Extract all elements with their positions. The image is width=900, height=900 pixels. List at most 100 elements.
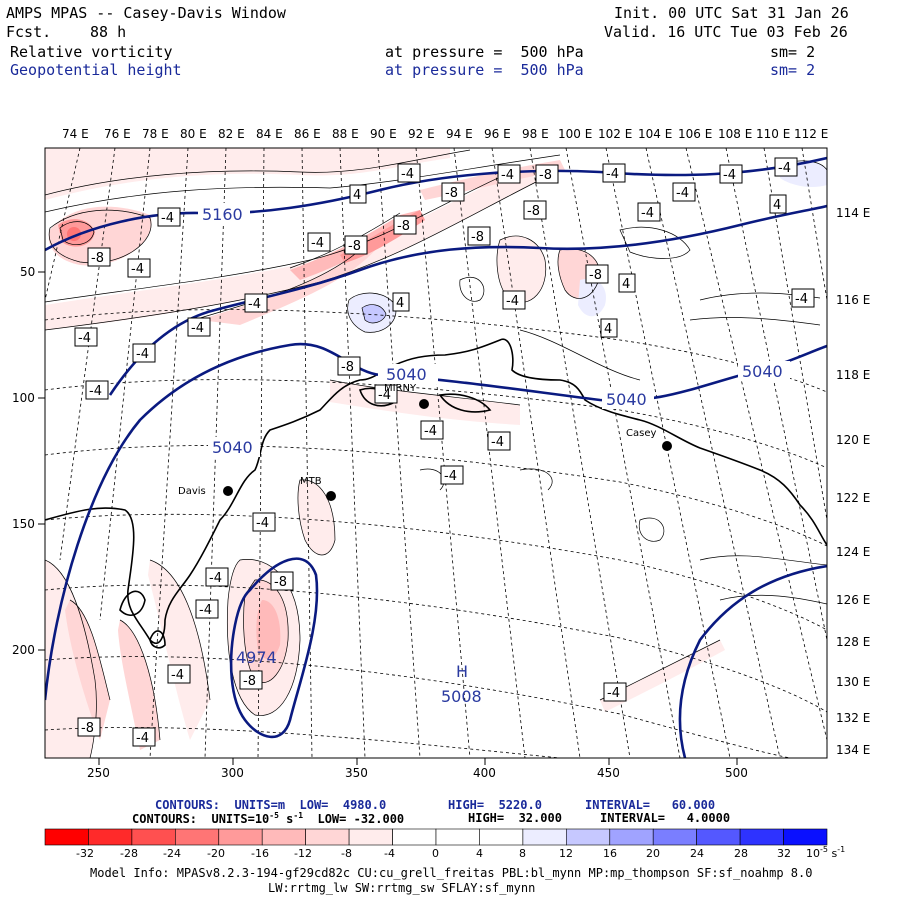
vort-label: -8 [585, 264, 609, 284]
lon-label-top: 100 E [558, 127, 592, 141]
x-tick-label: 350 [345, 766, 368, 780]
svg-text:4: 4 [622, 277, 630, 292]
colorbar-swatch [652, 828, 697, 846]
svg-text:-4: -4 [248, 297, 261, 312]
svg-text:-4: -4 [795, 292, 808, 307]
field2-smoothing: sm= 2 [770, 61, 816, 79]
svg-text:-4: -4 [778, 161, 791, 176]
svg-text:-4: -4 [191, 321, 204, 336]
height-label: 5040 [606, 390, 647, 409]
svg-text:4: 4 [396, 296, 404, 311]
vort-label: -4 [440, 465, 464, 485]
vort-label: -4 [85, 380, 109, 400]
model-info-line2: LW:rrtmg_lw SW:rrtmg_sw SFLAY:sf_mynn [268, 881, 536, 895]
high-marker: H [456, 662, 468, 681]
svg-text:-4: -4 [676, 186, 689, 201]
field1-smoothing: sm= 2 [770, 43, 816, 61]
vort-label: -4 [774, 157, 798, 177]
vort-label: -4 [791, 288, 815, 308]
colorbar-swatch [392, 828, 437, 846]
lon-label-top: 106 E [678, 127, 712, 141]
svg-text:-8: -8 [589, 268, 602, 283]
lon-label-right: 114 E [836, 206, 870, 220]
vort-label: -8 [344, 235, 368, 255]
lon-label-top: 76 E [104, 127, 131, 141]
vort-label: -8 [535, 164, 559, 184]
vort-label: -4 [603, 682, 627, 702]
svg-text:-8: -8 [527, 204, 540, 219]
lon-label-top: 98 E [522, 127, 549, 141]
station-mtb-marker [326, 491, 336, 501]
colorbar-swatch [175, 828, 220, 846]
field2-pressure: at pressure = 500 hPa [385, 61, 584, 79]
vort-label: -4 [195, 599, 219, 619]
graticule [45, 148, 827, 758]
svg-text:-4: -4 [311, 236, 324, 251]
colorbar-label: -20 [207, 847, 225, 860]
lon-label-top: 82 E [218, 127, 245, 141]
station-davis-marker [223, 486, 233, 496]
colorbar-swatch [739, 828, 784, 846]
vort-label: -4 [602, 163, 626, 183]
svg-text:-4: -4 [256, 516, 269, 531]
lon-label-right: 118 E [836, 368, 870, 382]
vort-label: -8 [87, 247, 111, 267]
svg-text:-8: -8 [397, 219, 410, 234]
field1-name: Relative vorticity [10, 43, 173, 61]
svg-text:4: 4 [353, 188, 361, 203]
vort-label: -8 [393, 215, 417, 235]
lon-label-top: 92 E [408, 127, 435, 141]
svg-text:-4: -4 [209, 571, 222, 586]
height-interval: INTERVAL= 60.000 [585, 798, 716, 812]
lon-label-right: 120 E [836, 433, 870, 447]
svg-text:-8: -8 [274, 575, 287, 590]
svg-text:-4: -4 [491, 435, 504, 450]
lon-label-top: 86 E [294, 127, 321, 141]
vort-label: -4 [397, 163, 421, 183]
model-info-line1: Model Info: MPASv8.2.3-194-gf29cd82c CU:… [90, 866, 813, 880]
colorbar-label: -32 [76, 847, 94, 860]
height-labels: 5160 5040 5040 5040 5040 4974 H 5008 [198, 203, 790, 706]
height-high: HIGH= 5220.0 [448, 798, 542, 812]
vort-label: -4 [307, 232, 331, 252]
vort-label: -4 [374, 384, 398, 404]
vort-label: -4 [132, 343, 156, 363]
lon-label-top: 78 E [142, 127, 169, 141]
colorbar-label: -24 [163, 847, 181, 860]
vort-label: -4 [157, 207, 181, 227]
vorticity-labels: -4 -8 -4 -4 -4 -4 -4 -4 -4 -8 4 -4 -8 -8… [74, 157, 815, 747]
colorbar-swatch [88, 828, 133, 846]
height-label: 5040 [212, 438, 253, 457]
colorbar-swatch [565, 828, 610, 846]
init-time: Init. 00 UTC Sat 31 Jan 26 [614, 4, 849, 22]
y-tick-label: 200 [12, 643, 35, 657]
lon-label-right: 130 E [836, 675, 870, 689]
height-contour-info: CONTOURS: UNITS=m LOW= 4980.0 [155, 798, 386, 812]
frame-ticks [38, 271, 738, 765]
y-tick-label: 100 [12, 391, 35, 405]
coastline [45, 338, 827, 649]
lon-label-right: 134 E [836, 743, 870, 757]
vort-label: 4 [600, 318, 618, 338]
lon-label-right: 122 E [836, 491, 870, 505]
lon-label-right: 124 E [836, 545, 870, 559]
svg-text:-8: -8 [539, 168, 552, 183]
lon-label-top: 74 E [62, 127, 89, 141]
colorbar-labels: -32 -28 -24 -20 -16 -12 -8 -4 0 4 8 12 1… [76, 845, 845, 860]
map-area: 5160 5040 5040 5040 5040 4974 H 5008 -4 … [45, 148, 827, 758]
height-label: 4974 [236, 648, 277, 667]
lon-label-top: 84 E [256, 127, 283, 141]
svg-text:-4: -4 [199, 603, 212, 618]
svg-text:-4: -4 [723, 168, 736, 183]
colorbar-label: 16 [603, 847, 617, 860]
vort-label: 4 [618, 273, 636, 293]
colorbar [44, 828, 828, 846]
svg-text:-4: -4 [78, 331, 91, 346]
vort-unit-exp2: -1 [293, 811, 304, 820]
lon-label-right: 116 E [836, 293, 870, 307]
svg-text:-4: -4 [424, 424, 437, 439]
svg-text:-4: -4 [607, 686, 620, 701]
colorbar-label: 28 [734, 847, 748, 860]
vort-label: 4 [769, 194, 787, 214]
